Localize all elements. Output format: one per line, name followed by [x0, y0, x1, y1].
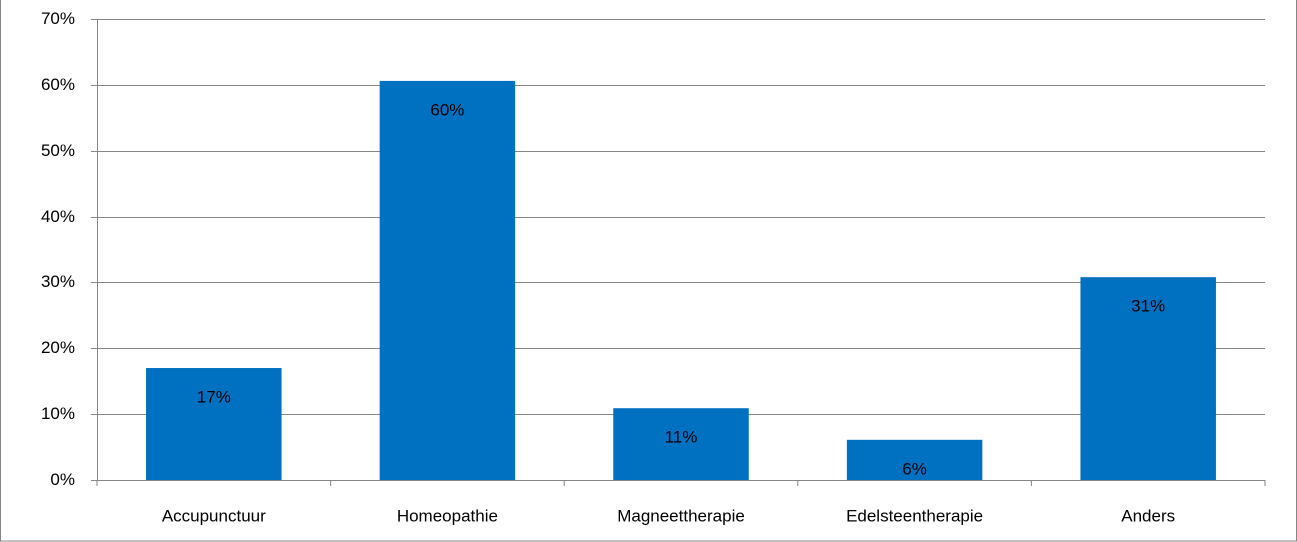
data-label: 60%	[430, 100, 464, 119]
bar	[1080, 277, 1216, 480]
y-tick-label: 70%	[41, 9, 75, 28]
y-tick-label: 40%	[41, 207, 75, 226]
data-label: 11%	[665, 428, 698, 447]
y-tick-label: 30%	[41, 272, 75, 291]
data-label: 17%	[197, 388, 231, 407]
y-tick-label: 50%	[41, 141, 75, 160]
y-tick-label: 10%	[41, 404, 75, 423]
bar	[146, 368, 282, 480]
bar	[846, 439, 983, 480]
data-label: 31%	[1131, 297, 1165, 316]
x-tick-label: Homeopathie	[397, 506, 498, 525]
y-tick-label: 60%	[41, 75, 75, 94]
y-tick-label: 0%	[50, 470, 75, 489]
x-tick-label: Edelsteentherapie	[846, 506, 983, 525]
x-tick-label: Magneettherapie	[617, 506, 745, 525]
x-tick-label: Anders	[1121, 506, 1175, 525]
y-tick-label: 20%	[41, 338, 75, 357]
data-label: 6%	[902, 459, 927, 478]
bar	[379, 80, 516, 481]
bar	[613, 408, 749, 480]
x-tick-label: Accupunctuur	[162, 506, 266, 525]
